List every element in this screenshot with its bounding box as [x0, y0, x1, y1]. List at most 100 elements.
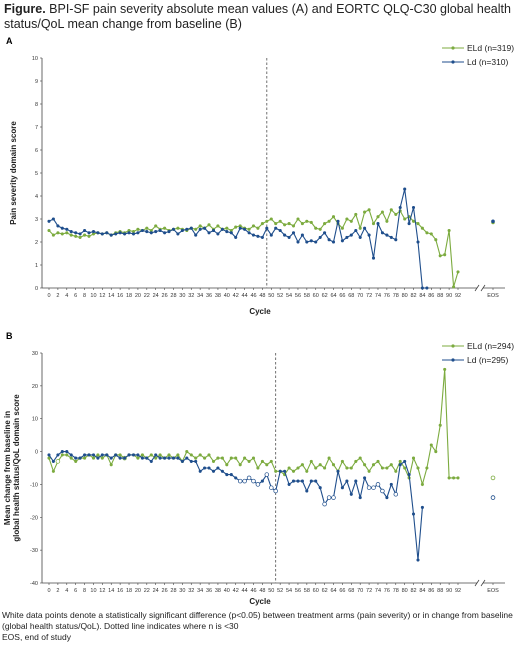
- data-point-eld: [380, 210, 384, 214]
- data-point-ld: [176, 456, 180, 460]
- data-point-eld: [380, 466, 384, 470]
- x-tick-label: 46: [250, 293, 256, 299]
- data-point-eld: [274, 469, 278, 473]
- x-tick-label: 30: [179, 588, 185, 594]
- data-point-eld: [163, 226, 167, 230]
- x-tick-label: 16: [117, 293, 123, 299]
- data-point-eld: [443, 367, 447, 371]
- data-point-ld: [300, 479, 304, 483]
- data-point-eld: [260, 459, 264, 463]
- data-point-ld: [269, 485, 274, 490]
- data-point-eld: [318, 463, 322, 467]
- y-tick-label: -30: [30, 548, 38, 554]
- series-line-eld: [48, 208, 459, 288]
- data-point-ld: [180, 228, 184, 233]
- data-point-ld: [354, 228, 358, 233]
- x-tick-label: 28: [170, 293, 176, 299]
- data-point-ld: [256, 234, 260, 238]
- x-tick-label: 64: [330, 293, 336, 299]
- data-point-eld: [420, 226, 424, 230]
- x-tick-label: 10: [90, 293, 96, 299]
- x-tick-label: 92: [455, 293, 461, 299]
- data-point-ld: [407, 222, 411, 226]
- data-point-ld: [358, 496, 362, 500]
- data-point-ld: [349, 492, 353, 496]
- x-tick-label: 62: [322, 293, 328, 299]
- data-point-ld: [185, 227, 189, 231]
- data-point-ld: [349, 233, 353, 237]
- data-point-eld: [309, 220, 313, 224]
- data-point-ld: [269, 233, 273, 237]
- data-point-eld: [349, 466, 353, 470]
- data-point-eld: [176, 226, 180, 230]
- data-point-eld: [403, 217, 407, 221]
- data-point-ld: [145, 456, 149, 460]
- data-point-ld: [47, 453, 51, 457]
- data-point-ld: [60, 450, 64, 454]
- data-point-eld: [78, 235, 82, 239]
- data-point-eld: [443, 253, 447, 257]
- data-point-ld: [145, 230, 149, 234]
- data-point-eld: [69, 456, 73, 460]
- data-point-ld: [305, 489, 309, 493]
- data-point-ld: [336, 469, 340, 473]
- x-tick-label: 6: [74, 588, 77, 594]
- data-point-ld: [296, 240, 300, 244]
- data-point-ld: [340, 486, 344, 490]
- x-tick-label: 74: [375, 588, 381, 594]
- data-point-eld: [438, 423, 442, 427]
- data-point-ld: [229, 473, 233, 477]
- data-point-ld: [216, 466, 220, 470]
- x-tick-label: 6: [74, 293, 77, 299]
- data-point-eld: [305, 219, 309, 223]
- data-point-eld: [385, 219, 389, 223]
- data-point-eld: [256, 226, 260, 230]
- data-point-ld: [291, 231, 296, 235]
- data-point-ld: [380, 488, 385, 494]
- x-axis-title: Cycle: [249, 307, 271, 316]
- data-point-ld: [109, 456, 113, 460]
- data-point-ld: [225, 230, 229, 234]
- data-point-ld: [380, 231, 384, 235]
- data-point-ld: [358, 235, 362, 239]
- data-point-eld: [287, 466, 291, 470]
- data-point-ld: [65, 227, 69, 231]
- data-point-ld: [136, 231, 140, 235]
- data-point-eld: [60, 453, 64, 457]
- data-point-ld: [51, 459, 55, 463]
- data-point-ld: [149, 231, 153, 235]
- data-point-eld: [185, 450, 189, 454]
- data-point-ld: [237, 478, 243, 484]
- x-tick-label: 56: [295, 293, 301, 299]
- data-point-ld: [251, 478, 256, 484]
- data-point-ld: [389, 235, 393, 239]
- data-point-eld: [100, 456, 104, 460]
- x-tick-label: 52: [277, 293, 283, 299]
- data-point-eld: [327, 219, 331, 223]
- data-point-eld: [398, 459, 402, 463]
- data-point-ld: [255, 482, 261, 487]
- data-point-ld: [74, 231, 78, 235]
- data-point-eld: [429, 443, 433, 447]
- data-point-eld: [269, 459, 273, 463]
- data-point-ld: [327, 238, 331, 242]
- eos-point-ld: [491, 219, 495, 224]
- x-tick-label: 58: [304, 588, 310, 594]
- data-point-ld: [123, 456, 127, 460]
- data-point-eld: [376, 215, 380, 219]
- data-point-ld: [389, 482, 393, 486]
- data-point-eld: [225, 226, 229, 230]
- x-tick-label: 12: [99, 293, 105, 299]
- data-point-ld: [167, 456, 171, 460]
- data-point-ld: [287, 235, 291, 239]
- x-tick-label: 50: [268, 293, 274, 299]
- x-tick-label: 68: [348, 588, 354, 594]
- x-tick-label: 92: [455, 588, 461, 594]
- data-point-eld: [65, 231, 69, 235]
- data-point-ld: [375, 482, 381, 487]
- x-axis-title: Cycle: [249, 597, 271, 606]
- data-point-eld: [389, 463, 393, 467]
- data-point-eld: [256, 466, 260, 470]
- data-point-ld: [203, 466, 207, 470]
- x-tick-label: 42: [233, 588, 239, 594]
